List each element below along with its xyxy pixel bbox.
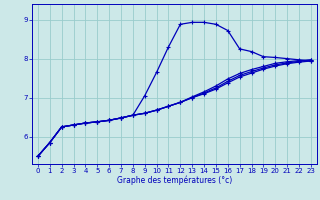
X-axis label: Graphe des températures (°c): Graphe des températures (°c) bbox=[117, 176, 232, 185]
